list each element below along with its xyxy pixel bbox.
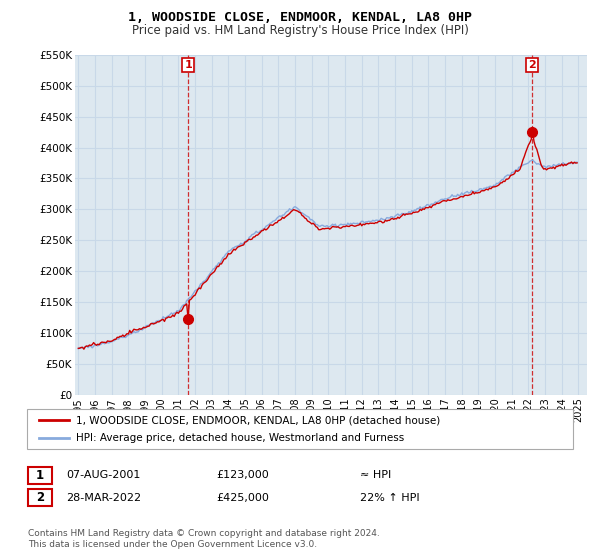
Text: 07-AUG-2001: 07-AUG-2001 bbox=[66, 470, 140, 480]
Text: 1, WOODSIDE CLOSE, ENDMOOR, KENDAL, LA8 0HP (detached house): 1, WOODSIDE CLOSE, ENDMOOR, KENDAL, LA8 … bbox=[76, 415, 440, 425]
Text: HPI: Average price, detached house, Westmorland and Furness: HPI: Average price, detached house, West… bbox=[76, 433, 404, 443]
Text: This data is licensed under the Open Government Licence v3.0.: This data is licensed under the Open Gov… bbox=[28, 540, 317, 549]
Text: 1: 1 bbox=[184, 60, 192, 70]
Text: ≈ HPI: ≈ HPI bbox=[360, 470, 391, 480]
Text: £425,000: £425,000 bbox=[216, 493, 269, 503]
Text: 1: 1 bbox=[36, 469, 44, 482]
Text: 2: 2 bbox=[36, 491, 44, 505]
Text: Contains HM Land Registry data © Crown copyright and database right 2024.: Contains HM Land Registry data © Crown c… bbox=[28, 529, 380, 538]
Text: 28-MAR-2022: 28-MAR-2022 bbox=[66, 493, 141, 503]
Text: 1, WOODSIDE CLOSE, ENDMOOR, KENDAL, LA8 0HP: 1, WOODSIDE CLOSE, ENDMOOR, KENDAL, LA8 … bbox=[128, 11, 472, 24]
Text: Price paid vs. HM Land Registry's House Price Index (HPI): Price paid vs. HM Land Registry's House … bbox=[131, 24, 469, 36]
Text: 22% ↑ HPI: 22% ↑ HPI bbox=[360, 493, 419, 503]
Text: £123,000: £123,000 bbox=[216, 470, 269, 480]
Text: 2: 2 bbox=[529, 60, 536, 70]
